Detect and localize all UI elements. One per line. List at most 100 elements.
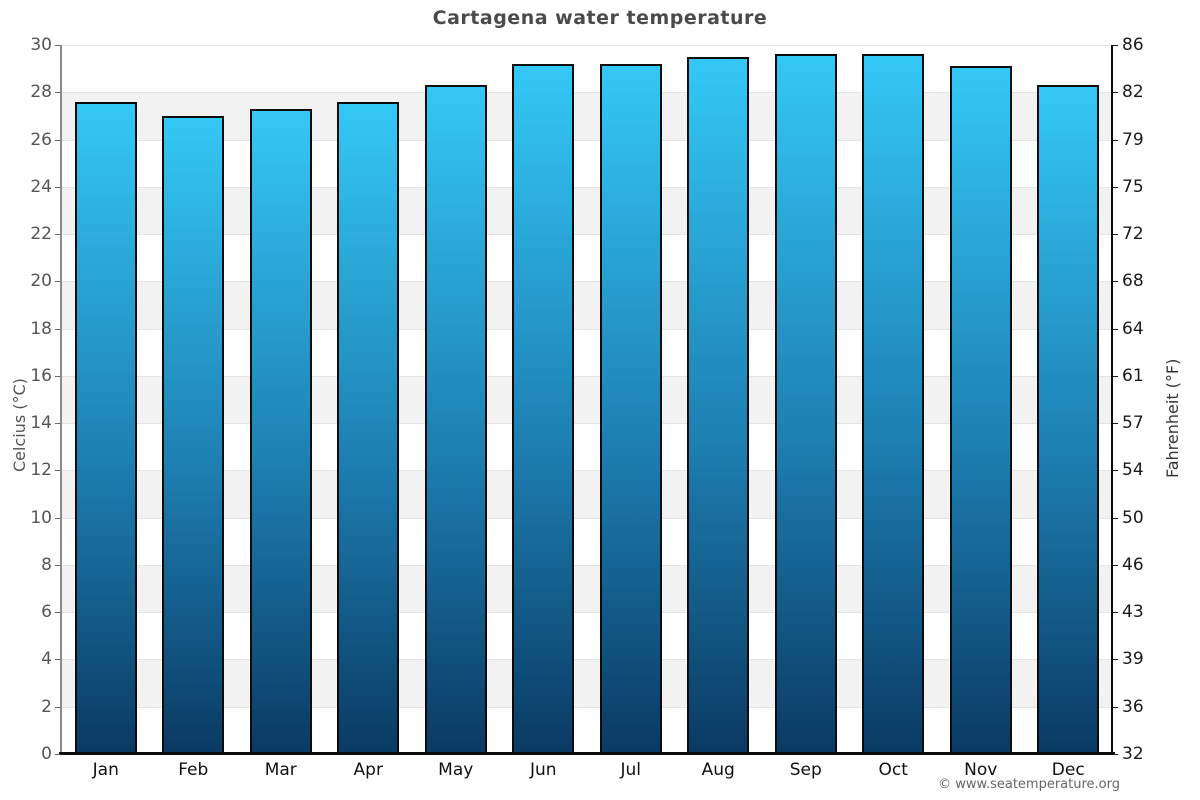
y-tick-label-fahrenheit: 86: [1122, 35, 1144, 55]
grid-band: [62, 186, 1112, 235]
chart-title: Cartagena water temperature: [432, 7, 768, 29]
y-axis-tick-left: [55, 706, 60, 708]
temperature-bar: [949, 66, 1012, 754]
y-axis-tick-left: [55, 564, 60, 566]
y-tick-label-celsius: 30: [30, 35, 52, 55]
y-tick-label-fahrenheit: 54: [1122, 460, 1144, 481]
y-tick-label-celsius: 0: [41, 744, 52, 764]
grid-band: [62, 706, 1112, 754]
temperature-bar: [1037, 85, 1100, 754]
gridline: [62, 423, 1112, 425]
y-tick-label-celsius: 12: [30, 460, 52, 481]
y-axis-tick-right: [1113, 139, 1118, 141]
y-axis-tick-right: [1113, 706, 1118, 708]
grid-band: [62, 139, 1112, 187]
x-tick-label-month: Sep: [789, 760, 822, 780]
gridline: [62, 139, 1112, 141]
y-tick-label-celsius: 6: [41, 602, 52, 623]
grid-band: [62, 659, 1112, 707]
temperature-bar: [74, 101, 137, 754]
grid-band: [62, 45, 1112, 93]
x-tick-label-month: Nov: [964, 760, 998, 780]
y-tick-label-fahrenheit: 39: [1122, 649, 1144, 670]
x-tick-label-month: Apr: [353, 760, 383, 780]
y-axis-tick-left: [55, 234, 60, 236]
y-axis-tick-right: [1113, 186, 1118, 188]
y-axis-tick-left: [55, 470, 60, 472]
y-axis-tick-left: [55, 375, 60, 377]
grid-band: [62, 517, 1112, 565]
y-tick-label-fahrenheit: 46: [1122, 554, 1144, 575]
y-tick-label-celsius: 22: [30, 224, 52, 245]
temperature-bar: [687, 56, 750, 754]
y-axis-tick-left: [55, 92, 60, 94]
y-axis-tick-left: [55, 612, 60, 614]
grid-band: [62, 328, 1112, 376]
plot-area: [62, 45, 1112, 755]
y-axis-tick-left: [55, 517, 60, 519]
y-axis-tick-right: [1113, 281, 1118, 283]
y-tick-label-fahrenheit: 50: [1122, 507, 1144, 528]
y-axis-tick-left: [55, 754, 60, 755]
gridline: [62, 328, 1112, 330]
y-axis-line-left: [60, 45, 62, 754]
y-axis-tick-right: [1113, 470, 1118, 472]
y-axis-tick-right: [1113, 517, 1118, 519]
gridline: [62, 45, 1112, 46]
grid-band: [62, 612, 1112, 660]
y-axis-tick-left: [55, 186, 60, 188]
y-tick-label-fahrenheit: 43: [1122, 602, 1144, 623]
y-tick-label-fahrenheit: 36: [1122, 696, 1144, 717]
y-tick-label-celsius: 24: [30, 176, 52, 197]
gridline: [62, 375, 1112, 377]
grid-band: [62, 470, 1112, 518]
y-tick-label-fahrenheit: 57: [1122, 413, 1144, 434]
y-tick-label-celsius: 18: [30, 318, 52, 339]
y-axis-tick-left: [55, 659, 60, 661]
y-axis-tick-right: [1113, 45, 1118, 46]
y-tick-label-celsius: 28: [30, 82, 52, 103]
x-axis-line: [59, 752, 1115, 755]
temperature-bar: [337, 101, 400, 754]
y-axis-tick-right: [1113, 328, 1118, 330]
y-tick-label-fahrenheit: 75: [1122, 176, 1144, 197]
y-tick-label-celsius: 14: [30, 413, 52, 434]
x-tick-label-month: Jul: [620, 760, 641, 780]
y-tick-label-celsius: 26: [30, 129, 52, 150]
y-tick-label-fahrenheit: 72: [1122, 224, 1144, 245]
y-axis-line-right: [1111, 45, 1113, 754]
gridline: [62, 517, 1112, 519]
y-axis-tick-left: [55, 281, 60, 283]
y-axis-tick-right: [1113, 234, 1118, 236]
y-axis-tick-right: [1113, 564, 1118, 566]
temperature-bar: [249, 108, 312, 754]
grid-band: [62, 234, 1112, 282]
y-tick-label-fahrenheit: 61: [1122, 365, 1144, 386]
gridline: [62, 706, 1112, 708]
x-tick-label-month: May: [438, 760, 474, 780]
y-axis-tick-right: [1113, 754, 1118, 755]
grid-band: [62, 375, 1112, 424]
x-tick-label-month: Aug: [701, 760, 735, 780]
x-tick-label-month: Oct: [878, 760, 908, 780]
gridline: [62, 659, 1112, 661]
y-tick-label-celsius: 2: [41, 696, 52, 717]
temperature-bar: [774, 54, 837, 754]
grid-band: [62, 564, 1112, 613]
y-tick-label-celsius: 16: [30, 365, 52, 386]
y-tick-label-fahrenheit: 32: [1122, 744, 1144, 764]
temperature-bar: [162, 115, 225, 754]
y-tick-label-celsius: 8: [41, 554, 52, 575]
y-axis-tick-left: [55, 423, 60, 425]
x-tick-label-month: Jan: [92, 760, 119, 780]
y-tick-label-fahrenheit: 82: [1122, 82, 1144, 103]
y-tick-label-celsius: 10: [30, 507, 52, 528]
y-tick-label-celsius: 4: [41, 649, 52, 670]
y-tick-label-fahrenheit: 79: [1122, 129, 1144, 150]
temperature-bar: [424, 85, 487, 754]
gridline: [62, 470, 1112, 472]
y-axis-tick-right: [1113, 659, 1118, 661]
x-tick-label-month: Dec: [1051, 760, 1085, 780]
y-tick-label-fahrenheit: 64: [1122, 318, 1144, 339]
